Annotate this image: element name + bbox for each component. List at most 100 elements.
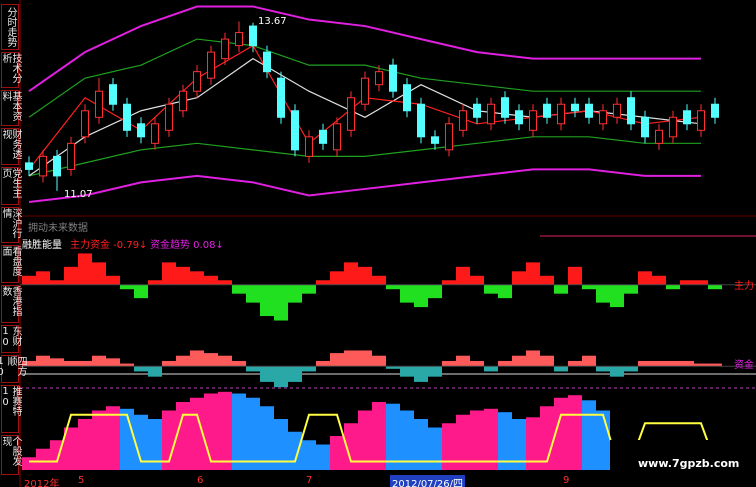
histogram-bar — [694, 363, 708, 367]
histogram-bar — [190, 350, 204, 367]
panel-label: 资金 — [734, 360, 754, 371]
histogram-bar — [316, 360, 330, 367]
histogram-bar — [596, 284, 610, 303]
candle-body — [347, 97, 355, 131]
histogram-bar — [22, 275, 36, 285]
histogram-bar — [330, 353, 344, 367]
signal-line — [29, 413, 716, 463]
panel-title: 融胜能量 — [22, 240, 62, 251]
bar — [302, 440, 316, 470]
histogram-bar — [456, 266, 470, 285]
histogram-bar — [176, 355, 190, 367]
bar — [512, 419, 526, 470]
bar — [316, 444, 330, 470]
histogram-bar — [78, 253, 92, 285]
bar — [400, 410, 414, 470]
legend-entry: 资金趋势 0.08↓ — [150, 240, 224, 251]
bar — [540, 406, 554, 470]
bar — [134, 414, 148, 470]
sidebar-tab[interactable]: 个股发现 — [0, 435, 21, 475]
histogram-bar — [274, 366, 288, 388]
sidebar-tab[interactable]: 推赛特10 — [0, 385, 21, 433]
sidebar-tab[interactable]: 财务透视 — [0, 128, 21, 165]
candle-body — [585, 103, 593, 118]
bar — [190, 397, 204, 470]
histogram-bar — [512, 271, 526, 285]
histogram-bar — [708, 284, 722, 290]
histogram-bar — [120, 284, 134, 290]
histogram-bar — [232, 360, 246, 367]
histogram-bar — [484, 366, 498, 372]
sidebar-tab[interactable]: 东财10 — [0, 325, 21, 353]
bar — [568, 395, 582, 470]
histogram-bar — [652, 275, 666, 285]
candle-body — [599, 110, 607, 125]
histogram-bar — [526, 262, 540, 285]
sidebar-tab[interactable]: 分时走势 — [1, 4, 19, 50]
sidebar-tab[interactable]: 党生主页 — [0, 167, 21, 205]
histogram-bar — [638, 271, 652, 285]
histogram-bar — [288, 284, 302, 303]
bar — [470, 410, 484, 470]
candle-body — [221, 38, 229, 60]
candle-body — [613, 103, 621, 118]
histogram-bar — [652, 360, 666, 367]
bar — [176, 402, 190, 470]
histogram-bar — [386, 366, 400, 369]
bar — [344, 423, 358, 470]
candle-body — [67, 142, 75, 170]
bar — [582, 400, 596, 470]
histogram-bar — [582, 284, 596, 290]
sidebar-tab[interactable]: 香港指数 — [0, 285, 21, 323]
histogram-bar — [204, 353, 218, 367]
bar — [78, 419, 92, 470]
histogram-bar — [246, 284, 260, 303]
histogram-bar — [428, 284, 442, 299]
histogram-bar — [596, 366, 610, 372]
sidebar-tab[interactable]: 四方顺10 — [0, 355, 26, 383]
indicator-line — [28, 5, 701, 93]
candle-body — [193, 71, 201, 92]
histogram-bar — [428, 366, 442, 377]
histogram-bar — [540, 355, 554, 367]
histogram-bar — [176, 266, 190, 285]
histogram-bar — [680, 280, 694, 285]
candle-body — [655, 129, 663, 144]
sidebar-tab[interactable]: 深沪行情 — [0, 207, 21, 243]
sidebar-tab[interactable]: 基本资料 — [0, 90, 21, 126]
candle-body — [39, 155, 47, 177]
sidebar-tab[interactable]: 技术分析 — [0, 52, 21, 88]
histogram-bar — [302, 284, 316, 294]
x-axis-label: 6 — [197, 475, 204, 486]
histogram-bar — [582, 355, 596, 367]
histogram-bar — [470, 360, 484, 367]
histogram-bar — [330, 271, 344, 285]
bar — [428, 427, 442, 470]
panel-label: 主力 — [734, 281, 754, 292]
histogram-bar — [414, 366, 428, 382]
bar — [526, 417, 540, 470]
candle-body — [263, 51, 271, 73]
bar — [456, 414, 470, 470]
histogram-bar — [50, 280, 64, 285]
x-axis-label: 2012/07/26/四 — [390, 475, 466, 487]
histogram-bar — [344, 262, 358, 285]
histogram-bar — [134, 284, 148, 299]
histogram-bar — [400, 366, 414, 377]
indicator-line — [28, 168, 701, 203]
high-label: 13.67 — [258, 16, 287, 27]
candle-body — [291, 110, 299, 151]
candle-body — [501, 97, 509, 118]
sidebar-tab[interactable]: 看盘度面 — [0, 245, 21, 283]
histogram-bar — [260, 284, 274, 317]
histogram-bar — [512, 355, 526, 367]
candle-body — [151, 123, 159, 144]
histogram-bar — [498, 284, 512, 299]
histogram-bar — [526, 350, 540, 367]
histogram-bar — [554, 284, 568, 294]
candle-body — [683, 110, 691, 125]
bar — [330, 436, 344, 470]
bar — [232, 393, 246, 470]
histogram-bar — [358, 350, 372, 367]
watermark: www.7gpzb.com — [638, 457, 740, 470]
